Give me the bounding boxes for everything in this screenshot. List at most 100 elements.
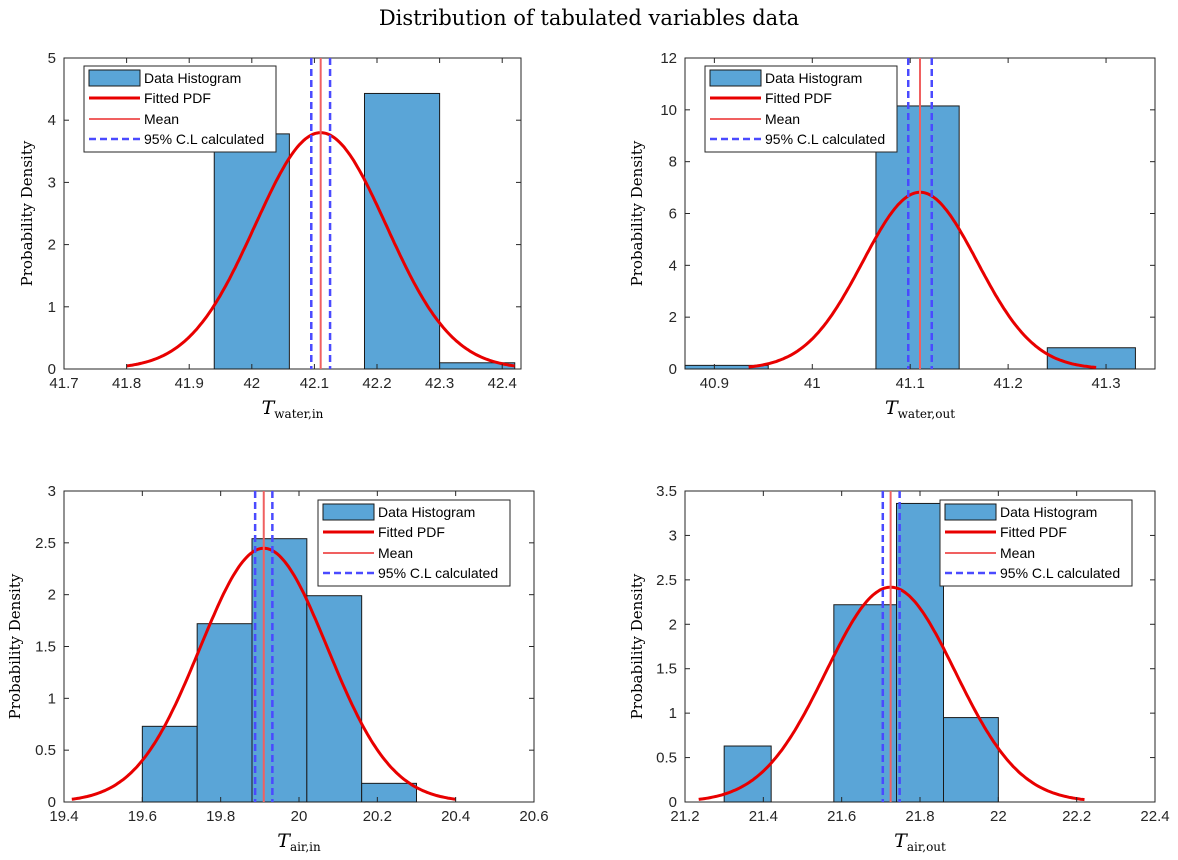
legend-label: Data Histogram	[1000, 504, 1097, 520]
x-axis-label: Tair,in	[277, 830, 321, 854]
x-tick-label: 22.2	[1062, 808, 1091, 825]
legend-label: Mean	[765, 111, 800, 127]
y-tick-label: 6	[669, 206, 677, 223]
subplot-air-out: 21.2 21.4 21.6 21.8 22 22.2 22.4 0 0.5 1 1.5 2 2.5 3 3…	[628, 483, 1170, 854]
legend-label: Mean	[144, 111, 179, 127]
x-tick-label: 41.7	[49, 375, 78, 392]
legend: Data Histogram Fitted PDF Mean 95% C.L calc…	[317, 499, 511, 587]
legend-swatch-histogram	[709, 69, 762, 87]
x-tick-label: 41.3	[1091, 375, 1120, 392]
legend-label: Mean	[378, 545, 413, 561]
x-tick-label: 42.4	[488, 375, 517, 392]
legend-label: Fitted PDF	[1000, 524, 1067, 540]
y-tick-label: 0	[669, 794, 677, 811]
histogram-bar	[363, 92, 441, 370]
y-tick-label: 5	[48, 50, 56, 67]
x-tick-label: 41.8	[112, 375, 141, 392]
x-tick-label: 42	[243, 375, 260, 392]
histogram-bar	[141, 725, 198, 803]
legend-label: Fitted PDF	[765, 90, 832, 106]
figure-title: Distribution of tabulated variables data	[378, 6, 800, 30]
y-tick-label: 8	[669, 154, 677, 171]
subplot-water-in: 41.7 41.8 41.9 42 42.1 42.2 42.3 42.4 0 1 2 3 4 5 Twat…	[18, 50, 522, 421]
x-tick-label: 19.6	[128, 808, 157, 825]
x-tick-label: 21.6	[827, 808, 856, 825]
x-tick-label: 41.1	[896, 375, 925, 392]
x-tick-label: 19.4	[49, 808, 78, 825]
histogram-bar	[213, 133, 290, 370]
y-axis-label: Probability Density	[628, 573, 646, 719]
y-tick-label: 2	[48, 587, 56, 604]
fitted-pdf-curve	[748, 190, 1097, 369]
y-tick-label: 2.5	[656, 572, 677, 589]
x-axis-label: Twater,out	[885, 397, 955, 421]
y-axis-label: Probability Density	[628, 140, 646, 286]
y-tick-label: 0	[48, 361, 56, 378]
y-tick-label: 0	[669, 361, 677, 378]
y-tick-label: 2	[669, 309, 677, 326]
legend-swatch-histogram	[944, 503, 997, 521]
histogram-bar	[684, 364, 769, 370]
legend-swatch-histogram	[88, 69, 141, 87]
legend-label: Fitted PDF	[378, 524, 445, 540]
y-tick-label: 0	[48, 794, 56, 811]
legend-label: 95% C.L calculated	[1000, 565, 1120, 581]
x-axis-label: Twater,in	[262, 397, 324, 421]
legend: Data Histogram Fitted PDF Mean 95% C.L calc…	[83, 65, 277, 153]
legend-label: Data Histogram	[144, 70, 241, 86]
x-tick-label: 41.2	[994, 375, 1023, 392]
x-tick-label: 21.8	[905, 808, 934, 825]
y-tick-label: 2.5	[35, 535, 56, 552]
x-tick-label: 21.4	[749, 808, 778, 825]
y-tick-label: 0.5	[656, 750, 677, 767]
x-tick-label: 42.3	[425, 375, 454, 392]
x-tick-label: 41.9	[175, 375, 204, 392]
y-tick-label: 3	[48, 174, 56, 191]
legend-label: Data Histogram	[378, 504, 475, 520]
histogram-bar	[833, 604, 897, 803]
y-tick-label: 1	[48, 299, 56, 316]
y-axis-label: Probability Density	[6, 573, 24, 719]
x-tick-label: 22.4	[1140, 808, 1169, 825]
y-tick-label: 1.5	[35, 639, 56, 656]
legend-swatch-histogram	[322, 503, 375, 521]
legend-label: 95% C.L calculated	[144, 131, 264, 147]
x-tick-label: 20	[291, 808, 308, 825]
legend-label: Mean	[1000, 545, 1035, 561]
histogram-bar	[943, 717, 999, 803]
x-axis-label: Tair,out	[894, 830, 946, 854]
x-tick-label: 41	[804, 375, 821, 392]
histogram-bar	[361, 782, 417, 803]
x-tick-label: 42.2	[362, 375, 391, 392]
y-tick-label: 1	[669, 705, 677, 722]
y-axis-label: Probability Density	[18, 140, 36, 286]
x-tick-label: 20.4	[441, 808, 470, 825]
histogram-bar	[196, 623, 253, 803]
x-tick-label: 20.2	[363, 808, 392, 825]
x-tick-label: 42.1	[300, 375, 329, 392]
histogram-bar	[723, 745, 772, 803]
y-tick-label: 1	[48, 690, 56, 707]
legend-label: 95% C.L calculated	[378, 565, 498, 581]
y-tick-label: 0.5	[35, 742, 56, 759]
y-tick-label: 4	[669, 257, 677, 274]
legend-label: Data Histogram	[765, 70, 862, 86]
y-tick-label: 3	[48, 483, 56, 500]
subplot-air-in: 19.4 19.6 19.8 20 20.2 20.4 20.6 0 0.5 1 1.5 2 2.5 3 T…	[6, 483, 549, 854]
y-tick-label: 3.5	[656, 483, 677, 500]
y-tick-label: 3	[669, 527, 677, 544]
subplot-water-out: 40.9 41 41.1 41.2 41.3 0 2 4 6 8 10 12 Twater,out Pro…	[628, 50, 1156, 421]
legend: Data Histogram Fitted PDF Mean 95% C.L calc…	[939, 499, 1133, 587]
y-tick-label: 2	[48, 237, 56, 254]
y-tick-label: 12	[660, 50, 677, 67]
y-tick-label: 1.5	[656, 661, 677, 678]
legend: Data Histogram Fitted PDF Mean 95% C.L calc…	[704, 65, 898, 153]
y-tick-label: 10	[660, 102, 677, 119]
x-tick-label: 20.6	[519, 808, 548, 825]
histogram-bar	[896, 502, 944, 803]
x-tick-label: 19.8	[206, 808, 235, 825]
histogram-bar	[251, 538, 308, 803]
y-tick-label: 4	[48, 112, 56, 129]
y-tick-label: 2	[669, 616, 677, 633]
